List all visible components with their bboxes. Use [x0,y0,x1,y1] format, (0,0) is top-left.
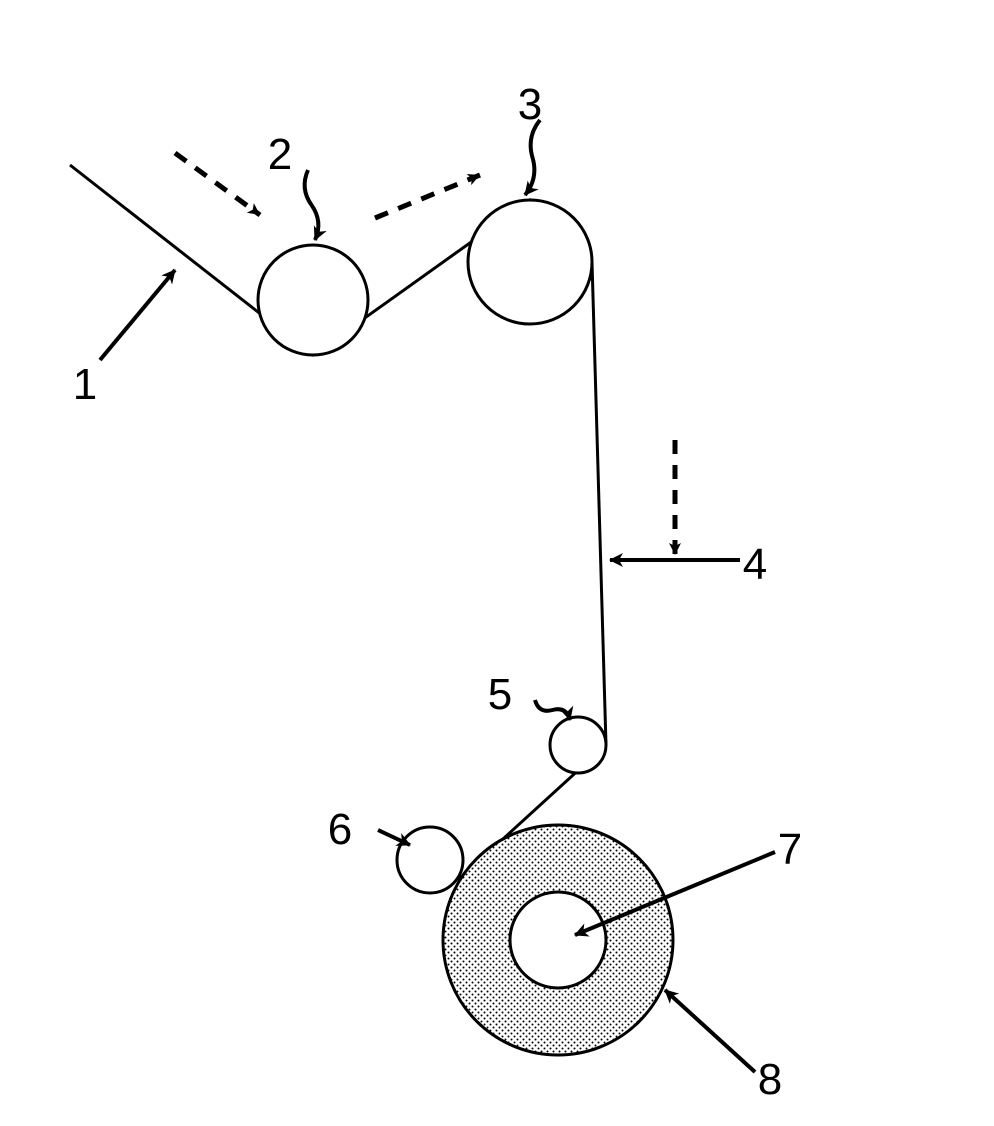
leader-arrow-0 [100,270,175,360]
circle-c2 [258,245,368,355]
label-6: 6 [328,805,352,855]
diagram-svg [0,0,994,1126]
flow-arrow-1 [375,175,480,218]
circle-c3 [468,200,592,324]
leader-arrow-4 [535,700,570,720]
circle-c6 [397,827,463,893]
leader-arrow-1 [305,170,319,240]
label-8: 8 [758,1055,782,1105]
label-7: 7 [778,825,802,875]
label-2: 2 [268,130,292,180]
label-3: 3 [518,80,542,130]
label-5: 5 [488,670,512,720]
label-4: 4 [743,540,767,590]
label-1: 1 [73,360,97,410]
leader-arrow-2 [525,120,540,195]
circle-c7_inner [510,892,606,988]
circle-c5 [550,717,606,773]
flow-arrow-0 [175,153,260,215]
leader-arrow-7 [665,990,755,1072]
